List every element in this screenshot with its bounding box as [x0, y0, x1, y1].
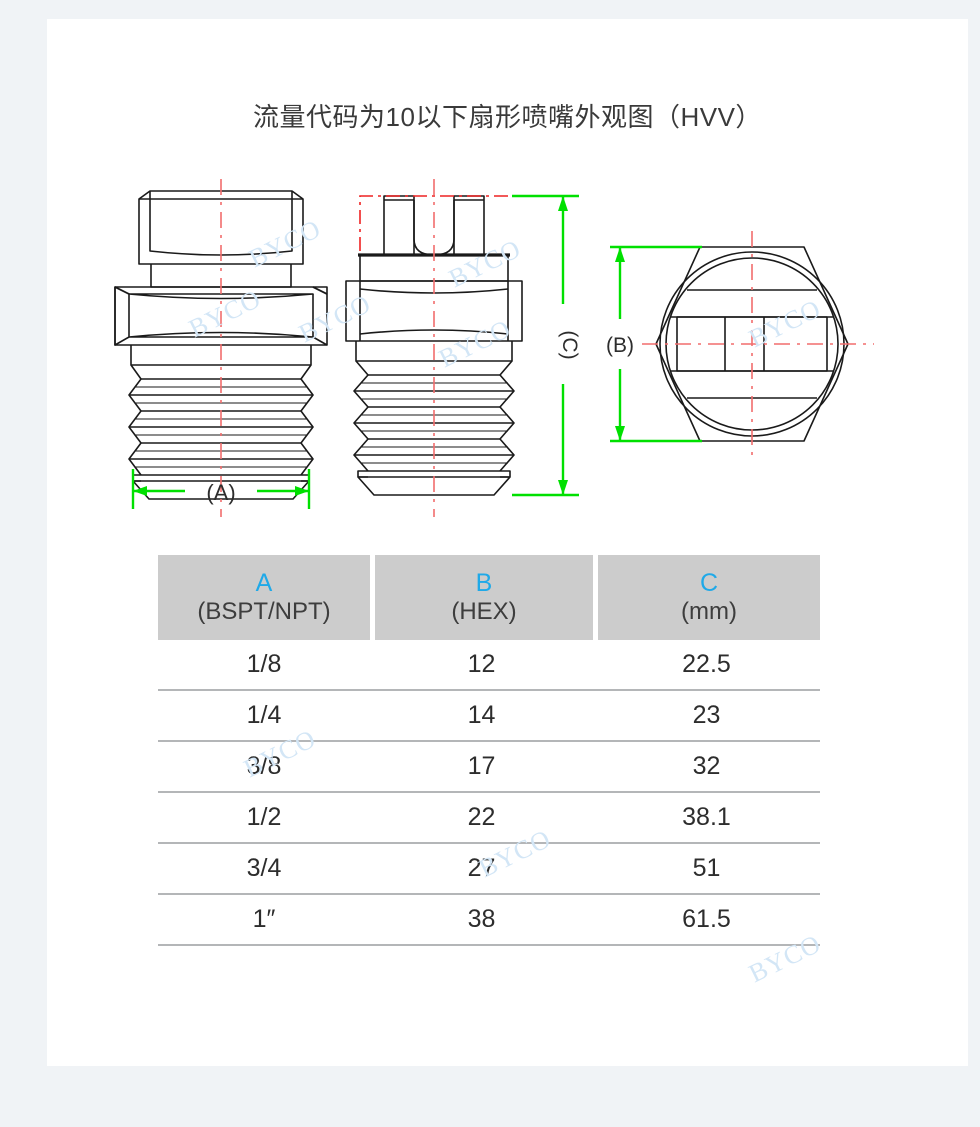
table-body: 1/8 12 22.5 1/4 14 23 3/8 17 32 1/2 22 [158, 640, 820, 946]
header-unit-a: (BSPT/NPT) [197, 598, 331, 626]
table-header-row: A (BSPT/NPT) B (HEX) C (mm) [158, 555, 820, 640]
table-row: 1/2 22 38.1 [158, 793, 820, 844]
watermark-byco: BYCO [239, 723, 321, 784]
hidden-outline-box [359, 195, 508, 255]
technical-drawings-group: (A) [47, 169, 968, 539]
table-header-cell-b: B (HEX) [375, 555, 593, 640]
front-view-nozzle: (C) [342, 169, 582, 539]
side-view-nozzle: (A) [107, 169, 337, 539]
cell-a: 1″ [252, 905, 276, 933]
watermark-byco: BYCO [244, 213, 326, 274]
header-unit-c: (mm) [681, 598, 737, 626]
header-unit-b: (HEX) [451, 598, 517, 626]
cell-b: 22 [467, 803, 496, 831]
cell-a: 3/8 [246, 752, 282, 780]
cell-b: 27 [467, 854, 496, 882]
cell-c: 51 [692, 854, 721, 882]
cell-c: 22.5 [682, 650, 731, 678]
dimension-a [131, 469, 311, 509]
cell-c: 23 [692, 701, 721, 729]
table-row: 1/4 14 23 [158, 691, 820, 742]
watermark-byco: BYCO [294, 288, 376, 349]
watermark-byco: BYCO [744, 928, 826, 989]
watermark-byco: BYCO [184, 283, 266, 344]
top-view-svg: (B) [606, 231, 874, 457]
dimension-b [610, 245, 702, 443]
watermark-byco: BYCO [434, 313, 516, 374]
top-view-hex: (B) [592, 169, 882, 539]
table-row: 3/8 17 32 [158, 742, 820, 793]
cell-a: 1/8 [246, 650, 282, 678]
cell-a: 1/4 [246, 701, 282, 729]
cell-a: 1/2 [246, 803, 282, 831]
table-row: 3/4 27 51 [158, 844, 820, 895]
watermark-byco: BYCO [744, 293, 826, 354]
page-title: 流量代码为10以下扇形喷嘴外观图（HVV） [253, 102, 762, 132]
watermark-layer: BYCO BYCO BYCO BYCO BYCO BYCO BYCO BYCO BYCO [47, 19, 968, 1066]
cell-c: 61.5 [682, 905, 731, 933]
table-row: 1″ 38 61.5 [158, 895, 820, 946]
table-header-cell-c: C (mm) [598, 555, 820, 640]
side-view-svg: (A) [114, 179, 328, 517]
cell-b: 38 [467, 905, 496, 933]
dimension-c [512, 194, 579, 497]
cell-c: 38.1 [682, 803, 731, 831]
watermark-byco: BYCO [474, 823, 556, 884]
cell-b: 17 [467, 752, 496, 780]
table-row: 1/8 12 22.5 [158, 640, 820, 691]
cell-a: 3/4 [246, 854, 282, 882]
dimension-a-label: (A) [206, 480, 235, 505]
front-view-svg: (C) [345, 179, 581, 517]
watermark-byco: BYCO [444, 233, 526, 294]
cell-c: 32 [692, 752, 721, 780]
header-letter-b: B [475, 568, 493, 597]
dimension-c-label: (C) [558, 330, 581, 359]
specification-table: A (BSPT/NPT) B (HEX) C (mm) 1/8 12 22.5 [158, 555, 820, 946]
content-card: 流量代码为10以下扇形喷嘴外观图（HVV） [47, 19, 968, 1066]
cell-b: 12 [467, 650, 496, 678]
header-letter-a: A [255, 568, 273, 597]
header-letter-c: C [699, 568, 719, 597]
dimension-b-label: (B) [606, 334, 634, 357]
cell-b: 14 [467, 701, 496, 729]
table-header-cell-a: A (BSPT/NPT) [158, 555, 370, 640]
